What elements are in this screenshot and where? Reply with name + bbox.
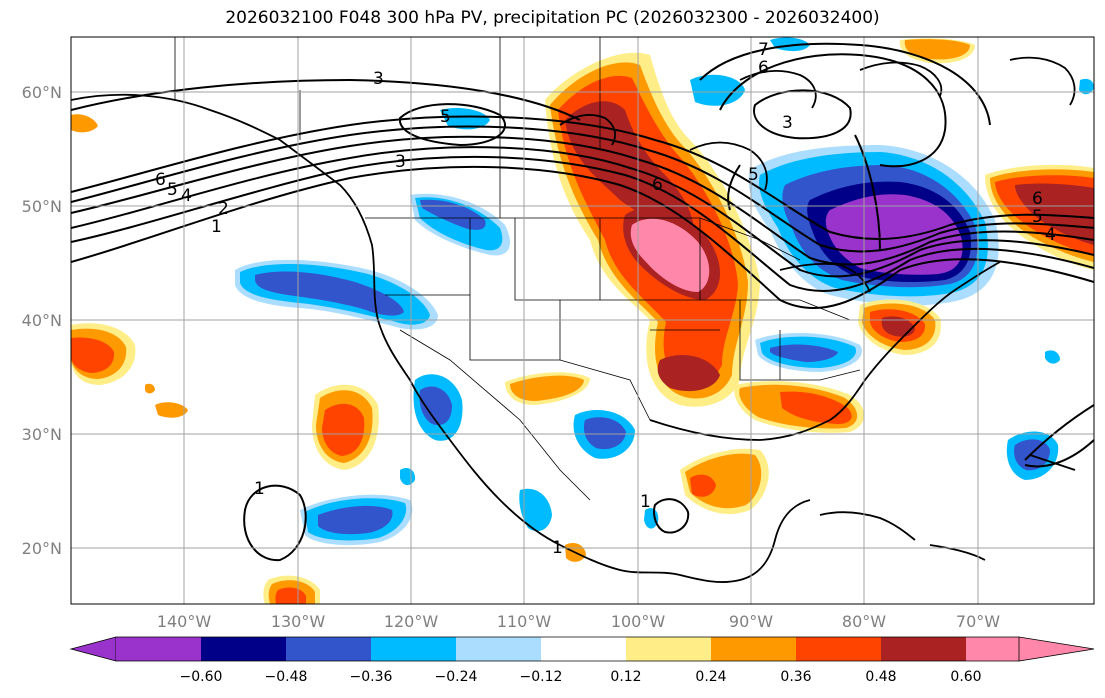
political-boundaries bbox=[174, 37, 861, 501]
contour-label: 7 bbox=[758, 40, 769, 60]
colorbar-tick-label: −0.24 bbox=[435, 669, 478, 685]
longitude-labels: 140°W 130°W 120°W 110°W 100°W 90°W 80°W … bbox=[157, 612, 1000, 631]
lon-label: 90°W bbox=[729, 612, 773, 631]
contour-label: 6 bbox=[1032, 189, 1043, 209]
colorbar-tick-label: 0.24 bbox=[695, 669, 726, 685]
contour-label: 2 bbox=[218, 199, 229, 219]
contour-labels: 3 3 6 7 5 3 6 5 4 2 1 6 5 1 1 1 5 6 4 bbox=[155, 40, 1056, 558]
colorbar-tick-label: −0.48 bbox=[265, 669, 308, 685]
colorbar-max-extend bbox=[1018, 636, 1095, 662]
contour-label: 4 bbox=[181, 186, 192, 206]
contour-label: 6 bbox=[155, 170, 166, 190]
colorbar-swatch bbox=[371, 637, 456, 661]
lat-label: 50°N bbox=[22, 197, 62, 216]
colorbar-tick-label: −0.60 bbox=[180, 669, 223, 685]
colorbar-tick-label: −0.12 bbox=[520, 669, 563, 685]
colorbar-swatch bbox=[286, 637, 371, 661]
lon-label: 140°W bbox=[157, 612, 212, 631]
contour-label: 1 bbox=[552, 538, 563, 558]
lat-label: 60°N bbox=[22, 83, 62, 102]
lon-label: 100°W bbox=[611, 612, 666, 631]
precip-shading bbox=[71, 37, 1094, 604]
colorbar: −0.60 −0.48 −0.36 −0.24 −0.12 0.12 0.24 … bbox=[69, 636, 1095, 685]
colorbar-swatch bbox=[711, 637, 796, 661]
lat-label: 40°N bbox=[22, 311, 62, 330]
colorbar-tick-label: 0.12 bbox=[610, 669, 641, 685]
colorbar-swatch bbox=[116, 637, 201, 661]
gridlines bbox=[71, 37, 1094, 604]
colorbar-swatch bbox=[626, 637, 711, 661]
contour-label: 5 bbox=[1032, 207, 1043, 227]
contour-label: 1 bbox=[640, 492, 651, 512]
lat-label: 20°N bbox=[22, 539, 62, 558]
contour-label: 3 bbox=[373, 69, 384, 89]
contour-label: 6 bbox=[652, 175, 663, 195]
map-title: 2026032100 F048 300 hPa PV, precipitatio… bbox=[225, 8, 880, 28]
colorbar-swatch bbox=[201, 637, 286, 661]
lon-label: 110°W bbox=[497, 612, 552, 631]
lon-label: 130°W bbox=[271, 612, 326, 631]
lat-label: 30°N bbox=[22, 425, 62, 444]
colorbar-tick-label: 0.48 bbox=[865, 669, 896, 685]
contour-label: 4 bbox=[1045, 225, 1056, 245]
map-frame bbox=[70, 36, 1095, 605]
colorbar-tick-label: −0.36 bbox=[350, 669, 393, 685]
colorbar-swatch bbox=[966, 637, 1019, 661]
colorbar-swatch bbox=[881, 637, 966, 661]
map-layers: 3 3 6 7 5 3 6 5 4 2 1 6 5 1 1 1 5 6 4 bbox=[71, 37, 1094, 604]
contour-label: 5 bbox=[748, 165, 759, 185]
contour-label: 5 bbox=[167, 180, 178, 200]
contour-label: 1 bbox=[254, 479, 265, 499]
contour-label: 5 bbox=[440, 107, 451, 127]
contour-label: 6 bbox=[758, 58, 769, 78]
contour-label: 1 bbox=[211, 217, 222, 237]
colorbar-swatch bbox=[796, 637, 881, 661]
coastlines bbox=[71, 56, 1076, 583]
contour-label: 3 bbox=[782, 113, 793, 133]
pv-contours bbox=[71, 42, 1094, 562]
contour-label: 3 bbox=[395, 152, 406, 172]
colorbar-tick-label: 0.60 bbox=[950, 669, 981, 685]
latitude-labels: 60°N 50°N 40°N 30°N 20°N bbox=[22, 83, 62, 558]
colorbar-swatch bbox=[456, 637, 541, 661]
colorbar-tick-label: 0.36 bbox=[780, 669, 811, 685]
lon-label: 70°W bbox=[956, 612, 1000, 631]
colorbar-swatch bbox=[541, 637, 626, 661]
lon-label: 80°W bbox=[842, 612, 886, 631]
lon-label: 120°W bbox=[384, 612, 439, 631]
colorbar-min-extend bbox=[69, 636, 117, 662]
